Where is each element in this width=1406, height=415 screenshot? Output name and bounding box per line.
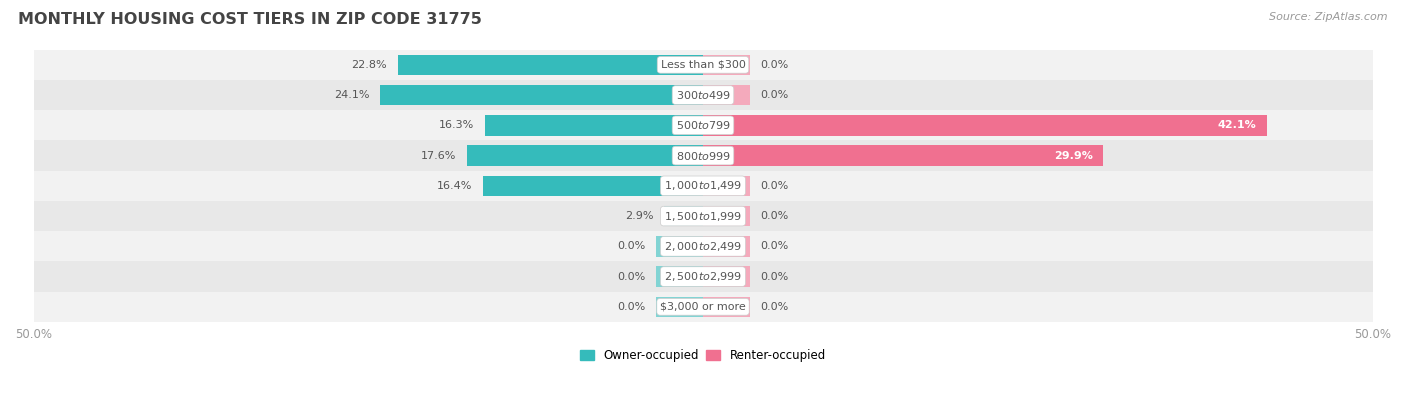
Text: $1,000 to $1,499: $1,000 to $1,499 bbox=[664, 179, 742, 192]
Text: 29.9%: 29.9% bbox=[1053, 151, 1092, 161]
Bar bbox=[34, 110, 1372, 140]
Bar bbox=[664, 206, 703, 226]
Text: $3,000 or more: $3,000 or more bbox=[661, 302, 745, 312]
Bar bbox=[34, 292, 1372, 322]
Bar bbox=[484, 176, 703, 196]
Text: $500 to $799: $500 to $799 bbox=[675, 120, 731, 131]
Bar bbox=[657, 266, 703, 287]
Text: Less than $300: Less than $300 bbox=[661, 60, 745, 70]
Text: $2,000 to $2,499: $2,000 to $2,499 bbox=[664, 240, 742, 253]
Text: 0.0%: 0.0% bbox=[761, 242, 789, 251]
Bar bbox=[398, 54, 703, 75]
Text: 17.6%: 17.6% bbox=[422, 151, 457, 161]
Bar bbox=[380, 85, 703, 105]
Text: 0.0%: 0.0% bbox=[761, 271, 789, 282]
Text: 22.8%: 22.8% bbox=[352, 60, 387, 70]
Bar bbox=[703, 297, 749, 317]
Bar bbox=[34, 201, 1372, 231]
Text: $300 to $499: $300 to $499 bbox=[675, 89, 731, 101]
Bar bbox=[34, 231, 1372, 261]
Text: Source: ZipAtlas.com: Source: ZipAtlas.com bbox=[1270, 12, 1388, 22]
Bar bbox=[703, 206, 749, 226]
Bar bbox=[703, 54, 749, 75]
Text: 16.4%: 16.4% bbox=[437, 181, 472, 191]
Bar bbox=[703, 236, 749, 256]
Bar bbox=[657, 236, 703, 256]
Text: 0.0%: 0.0% bbox=[617, 302, 645, 312]
Text: 2.9%: 2.9% bbox=[624, 211, 654, 221]
Bar bbox=[703, 115, 1267, 136]
Text: 0.0%: 0.0% bbox=[761, 90, 789, 100]
Text: MONTHLY HOUSING COST TIERS IN ZIP CODE 31775: MONTHLY HOUSING COST TIERS IN ZIP CODE 3… bbox=[18, 12, 482, 27]
Text: 24.1%: 24.1% bbox=[335, 90, 370, 100]
Text: $2,500 to $2,999: $2,500 to $2,999 bbox=[664, 270, 742, 283]
Bar bbox=[703, 145, 1104, 166]
Legend: Owner-occupied, Renter-occupied: Owner-occupied, Renter-occupied bbox=[575, 345, 831, 367]
Bar bbox=[34, 261, 1372, 292]
Text: $800 to $999: $800 to $999 bbox=[675, 149, 731, 161]
Text: 42.1%: 42.1% bbox=[1218, 120, 1256, 130]
Text: 0.0%: 0.0% bbox=[761, 60, 789, 70]
Bar bbox=[657, 297, 703, 317]
Bar bbox=[34, 140, 1372, 171]
Bar bbox=[703, 176, 749, 196]
Bar bbox=[467, 145, 703, 166]
Bar bbox=[703, 85, 749, 105]
Text: 16.3%: 16.3% bbox=[439, 120, 474, 130]
Text: $1,500 to $1,999: $1,500 to $1,999 bbox=[664, 210, 742, 222]
Text: 0.0%: 0.0% bbox=[617, 242, 645, 251]
Text: 0.0%: 0.0% bbox=[761, 181, 789, 191]
Text: 0.0%: 0.0% bbox=[617, 271, 645, 282]
Bar bbox=[34, 80, 1372, 110]
Text: 0.0%: 0.0% bbox=[761, 302, 789, 312]
Bar bbox=[485, 115, 703, 136]
Text: 0.0%: 0.0% bbox=[761, 211, 789, 221]
Bar bbox=[703, 266, 749, 287]
Bar bbox=[34, 171, 1372, 201]
Bar bbox=[34, 50, 1372, 80]
